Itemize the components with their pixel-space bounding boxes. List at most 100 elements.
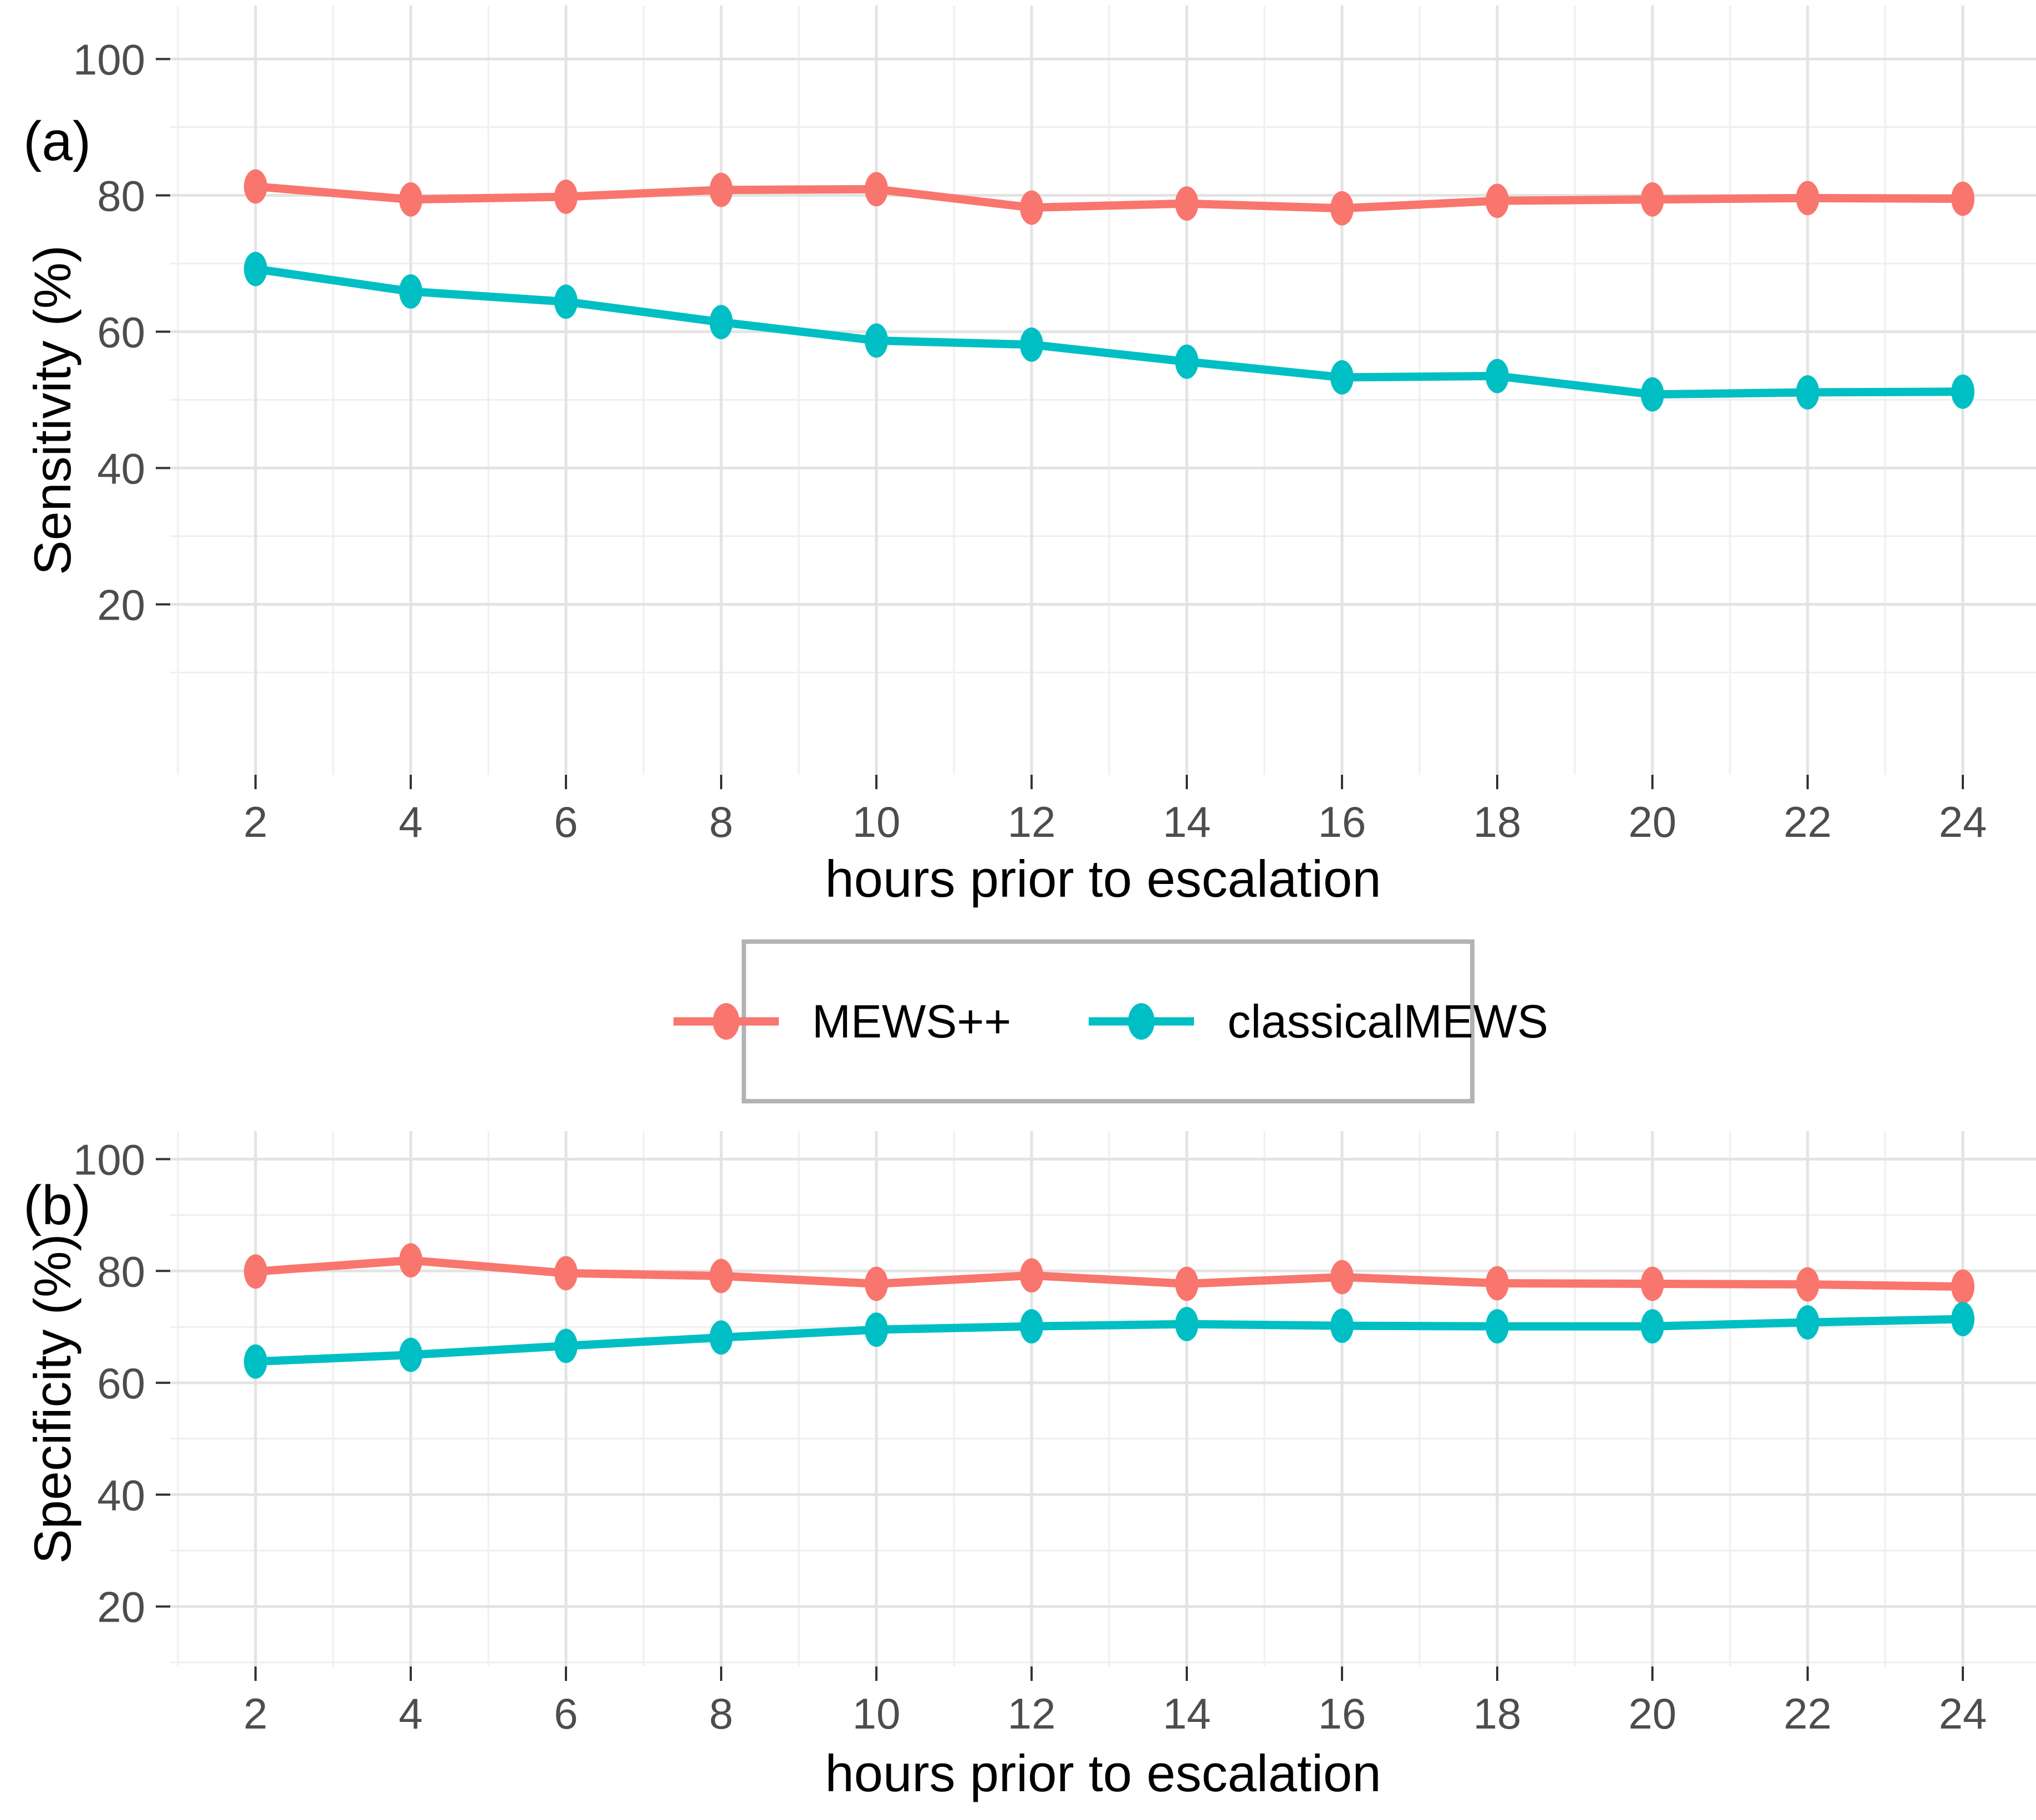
data-point [399, 274, 422, 309]
x-tick-label: 2 [243, 1689, 267, 1738]
y-tick-label: 100 [73, 1136, 145, 1184]
x-tick-label: 12 [1008, 1689, 1056, 1738]
x-tick-label: 16 [1318, 797, 1366, 846]
y-tick-label: 80 [97, 1247, 145, 1296]
data-point [1951, 374, 1974, 409]
data-point [554, 284, 578, 319]
panel-a-label: (a) [23, 110, 91, 172]
x-tick-label: 24 [1939, 797, 1987, 846]
x-tick-label: 16 [1318, 1689, 1366, 1738]
data-point [865, 1312, 888, 1347]
data-point [399, 182, 422, 217]
data-point [865, 323, 888, 358]
data-point [710, 1259, 733, 1294]
data-point [1175, 186, 1198, 221]
y-tick-label: 100 [73, 35, 145, 84]
x-tick-label: 4 [399, 1689, 422, 1738]
data-point [1020, 327, 1043, 362]
legend-item-classicalmews: classicalMEWS [1083, 991, 1548, 1052]
axis-ticks [156, 1158, 1964, 1681]
data-point [1796, 181, 1819, 216]
series-line-mews [255, 182, 1963, 213]
series-line-classicalmews [255, 1315, 1963, 1366]
x-tick-label: 20 [1629, 797, 1677, 846]
y-tick-label: 80 [97, 172, 145, 221]
grid-minor [170, 6, 2036, 775]
data-point [710, 172, 733, 207]
data-point [1951, 1269, 1974, 1304]
x-tick-label: 24 [1939, 1689, 1987, 1738]
panel-b-x-axis-title: hours prior to escalation [825, 1744, 1381, 1802]
data-point [1486, 1266, 1509, 1301]
y-tick-label: 60 [97, 1359, 145, 1408]
data-point [865, 172, 888, 207]
data-point [710, 305, 733, 340]
y-tick-label: 20 [97, 1583, 145, 1632]
data-point [865, 1266, 888, 1301]
grid-major [170, 1131, 2036, 1666]
data-point [1641, 1266, 1664, 1301]
data-point [1796, 1267, 1819, 1302]
data-point [1641, 1309, 1664, 1344]
x-tick-label: 14 [1163, 1689, 1211, 1738]
data-point [244, 1254, 267, 1289]
data-point [1020, 1309, 1043, 1344]
axis-ticks [156, 58, 1964, 789]
x-tick-label: 22 [1784, 1689, 1832, 1738]
data-point [1175, 344, 1198, 379]
data-point [1175, 1307, 1198, 1342]
x-tick-label: 18 [1473, 1689, 1522, 1738]
data-point [1330, 1308, 1354, 1343]
x-tick-label: 10 [853, 1689, 901, 1738]
panel-b-label: (b) [23, 1174, 91, 1236]
x-tick-label: 10 [853, 797, 901, 846]
data-point [1486, 359, 1509, 393]
data-point [1486, 1309, 1509, 1344]
y-tick-label: 40 [97, 444, 145, 493]
data-point [1330, 1260, 1354, 1295]
panel-a-x-axis-title: hours prior to escalation [825, 850, 1381, 908]
data-point [1020, 1258, 1043, 1293]
data-point [1951, 181, 1974, 216]
classicalmews-line-marker-icon [1089, 1003, 1195, 1040]
data-point [1330, 191, 1354, 226]
data-point [554, 179, 578, 214]
x-tick-label: 18 [1473, 797, 1522, 846]
x-tick-label: 12 [1008, 797, 1056, 846]
legend-label-classicalmews: classicalMEWS [1227, 995, 1549, 1047]
data-point [244, 1344, 267, 1379]
data-point [710, 1320, 733, 1355]
y-tick-label: 60 [97, 308, 145, 357]
panel-a-y-axis-title: Sensitivity (%) [23, 245, 81, 575]
data-point [399, 1243, 422, 1278]
x-tick-label: 4 [399, 797, 422, 846]
data-point [1641, 377, 1664, 412]
y-tick-label: 40 [97, 1471, 145, 1520]
x-tick-label: 8 [709, 797, 733, 846]
data-point [1330, 360, 1354, 395]
mewspp-line-marker-icon [673, 1003, 779, 1040]
data-point [1796, 375, 1819, 410]
data-point [1486, 183, 1509, 218]
x-tick-label: 2 [243, 797, 267, 846]
legend: MEWS++ classicalMEWS [673, 939, 1548, 1103]
data-point [1020, 190, 1043, 225]
data-point [244, 169, 267, 204]
data-point [554, 1256, 578, 1291]
x-tick-label: 22 [1784, 797, 1832, 846]
x-tick-label: 6 [554, 797, 578, 846]
panel-b-y-axis-title: Specificity (%) [23, 1234, 81, 1564]
x-tick-label: 8 [709, 1689, 733, 1738]
grid-minor [170, 1131, 2036, 1666]
x-tick-label: 6 [554, 1689, 578, 1738]
legend-item-mewspp: MEWS++ [668, 991, 1011, 1052]
y-tick-label: 20 [97, 581, 145, 630]
data-point [1796, 1305, 1819, 1340]
data-point [554, 1328, 578, 1363]
legend-label-mewspp: MEWS++ [812, 995, 1012, 1047]
data-point [244, 252, 267, 287]
